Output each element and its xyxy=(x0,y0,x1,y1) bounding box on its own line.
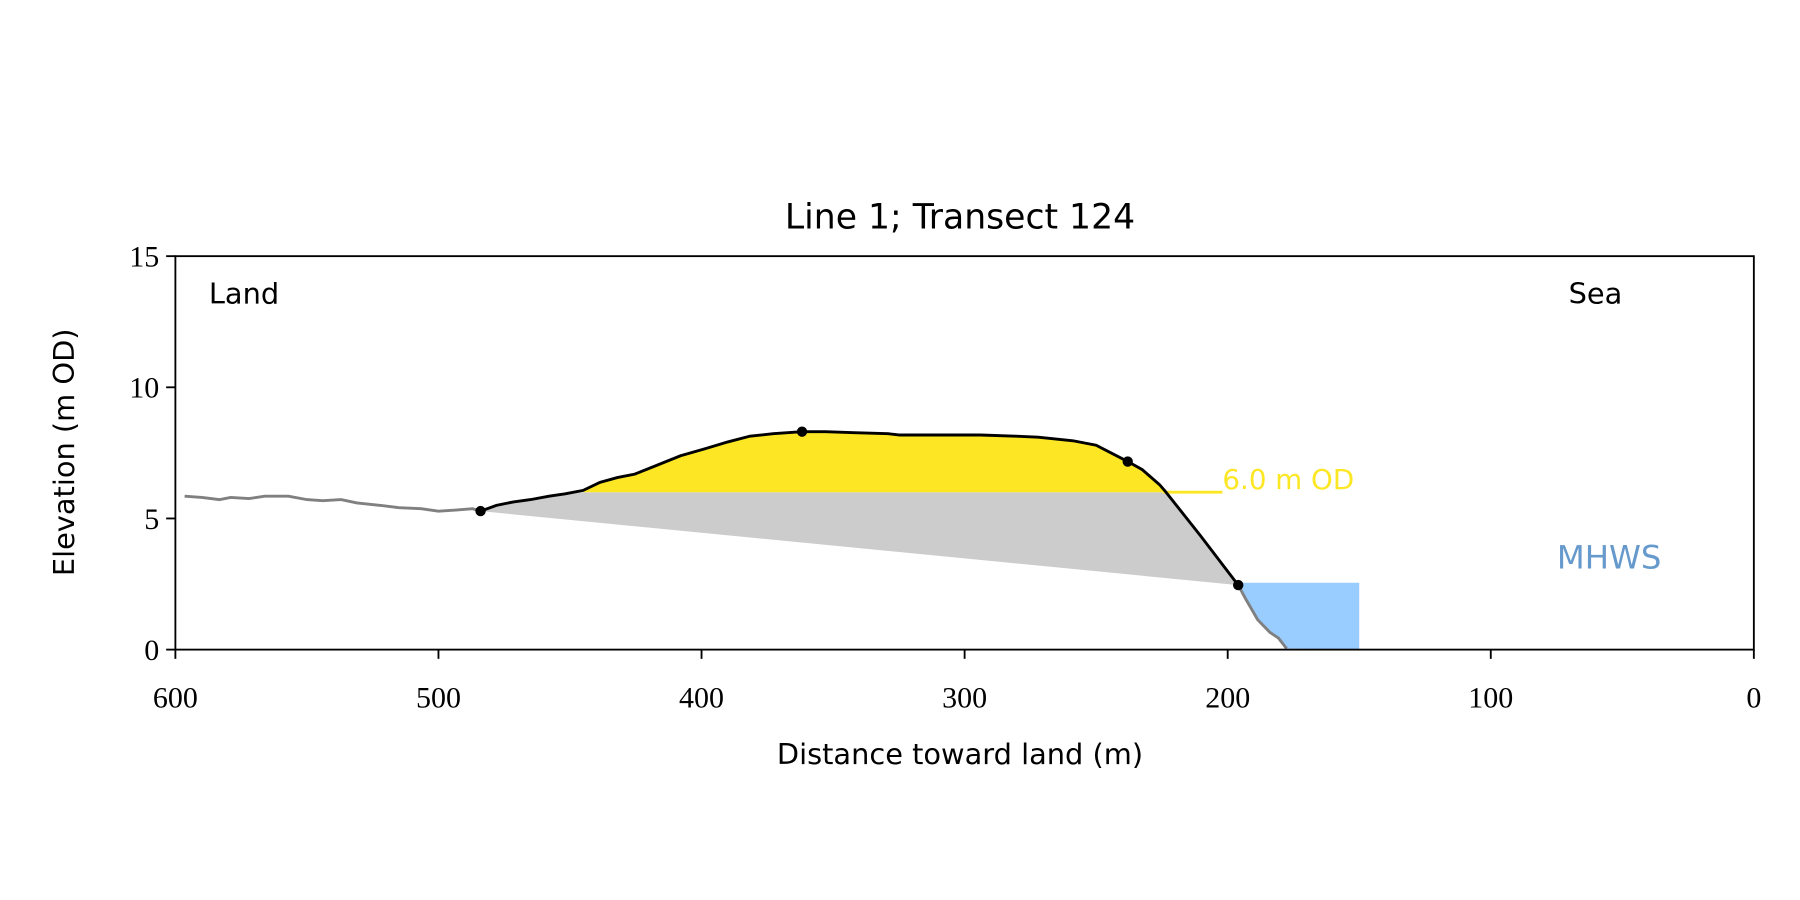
land-label: Land xyxy=(209,276,279,310)
profile-landward-line xyxy=(184,494,481,513)
x-axis-label: Distance toward land (m) xyxy=(777,737,1143,771)
y-tick-label: 15 xyxy=(129,241,159,274)
y-tick-label: 5 xyxy=(144,503,159,536)
profile-seaward-line xyxy=(1236,584,1288,650)
x-tick-label: 300 xyxy=(942,681,987,714)
y-tick-label: 10 xyxy=(129,372,159,405)
profile-marker xyxy=(1233,579,1244,591)
threshold-label: 6.0 m OD xyxy=(1222,463,1354,496)
dune-volume-fill xyxy=(583,431,1166,493)
mhws-fill xyxy=(1238,582,1360,650)
y-axis-label: Elevation (m OD) xyxy=(47,328,81,576)
x-tick-label: 200 xyxy=(1205,681,1250,714)
chart-title: Line 1; Transect 124 xyxy=(785,197,1135,237)
profile-marker xyxy=(1122,456,1133,467)
profile-marker xyxy=(475,505,486,517)
profile-marker xyxy=(796,426,808,437)
mhws-label: MHWS xyxy=(1557,538,1662,576)
x-tick-label: 500 xyxy=(416,681,461,714)
sea-label: Sea xyxy=(1569,276,1623,310)
y-tick-label: 0 xyxy=(144,634,159,667)
x-tick-label: 100 xyxy=(1468,681,1513,714)
x-tick-label: 0 xyxy=(1746,681,1761,714)
x-tick-label: 400 xyxy=(679,681,724,714)
x-tick-label: 600 xyxy=(153,681,198,714)
base-volume-fill xyxy=(480,492,1239,586)
